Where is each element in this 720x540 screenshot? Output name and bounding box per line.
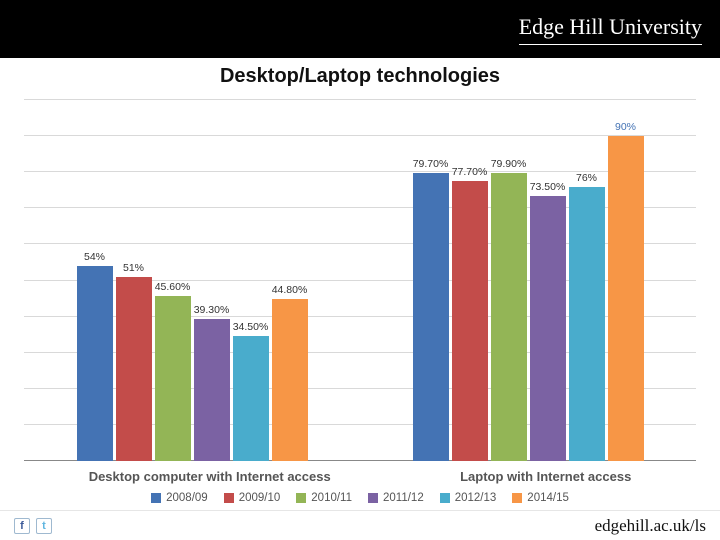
legend-swatch xyxy=(368,493,378,503)
bar xyxy=(530,196,566,461)
slide-root: Edge Hill University Desktop/Laptop tech… xyxy=(0,0,720,540)
legend-item: 2014/15 xyxy=(512,492,569,504)
bar-group: 54% 51% 45.60%39.30%34.50% 44.80% xyxy=(77,100,308,461)
legend-label: 2010/11 xyxy=(311,492,352,504)
bar xyxy=(452,181,488,461)
bar xyxy=(569,187,605,461)
bar-value-label: 51% xyxy=(123,262,144,274)
legend-swatch xyxy=(296,493,306,503)
brand-text: Edge Hill University xyxy=(519,14,702,45)
bar-wrap: 39.30% xyxy=(194,100,230,461)
legend-swatch xyxy=(151,493,161,503)
bar-value-label: 73.50% xyxy=(530,181,566,193)
legend-label: 2008/09 xyxy=(166,492,208,504)
bar-wrap: 51% xyxy=(116,100,152,461)
bar xyxy=(116,277,152,461)
bar-wrap: 90% xyxy=(608,100,644,461)
chart-area: 54% 51% 45.60%39.30%34.50% 44.80% 79.70%77.7… xyxy=(0,94,720,510)
chart-legend: 2008/09 2009/10 2010/11 2011/12 2012/13 2014/… xyxy=(24,492,696,510)
bar-wrap: 76% xyxy=(569,100,605,461)
legend-item: 2008/09 xyxy=(151,492,208,504)
bar xyxy=(233,336,269,461)
bar-value-label: 76% xyxy=(576,172,597,184)
bar-wrap: 79.90% xyxy=(491,100,527,461)
legend-label: 2009/10 xyxy=(239,492,281,504)
bar-value-label: 54% xyxy=(84,251,105,263)
bar xyxy=(194,319,230,461)
bar-group: 79.70%77.70%79.90%73.50% 76% 90% xyxy=(413,100,644,461)
bar xyxy=(491,173,527,461)
bar-value-label: 45.60% xyxy=(155,281,191,293)
bar-value-label: 79.70% xyxy=(413,158,449,170)
bar-value-label: 90% xyxy=(615,121,636,133)
bar xyxy=(77,266,113,461)
bar-value-label: 34.50% xyxy=(233,321,269,333)
chart-plot: 54% 51% 45.60%39.30%34.50% 44.80% 79.70%77.7… xyxy=(24,100,696,461)
social-icons: f t xyxy=(14,518,52,534)
legend-label: 2012/13 xyxy=(455,492,497,504)
bar-wrap: 34.50% xyxy=(233,100,269,461)
slide-title: Desktop/Laptop technologies xyxy=(0,58,720,94)
legend-swatch xyxy=(224,493,234,503)
legend-swatch xyxy=(512,493,522,503)
bar-value-label: 77.70% xyxy=(452,166,488,178)
bar-wrap: 54% xyxy=(77,100,113,461)
legend-label: 2011/12 xyxy=(383,492,424,504)
bar-value-label: 79.90% xyxy=(491,158,527,170)
legend-item: 2009/10 xyxy=(224,492,281,504)
bar-value-label: 39.30% xyxy=(194,304,230,316)
legend-item: 2010/11 xyxy=(296,492,352,504)
legend-label: 2014/15 xyxy=(527,492,569,504)
bar xyxy=(413,173,449,461)
bar xyxy=(608,136,644,461)
bar-wrap: 45.60% xyxy=(155,100,191,461)
footer-bar: f t edgehill.ac.uk/ls xyxy=(0,510,720,540)
category-label: Desktop computer with Internet access xyxy=(89,469,331,484)
category-labels-row: Desktop computer with Internet access Lap… xyxy=(24,469,696,484)
bar-wrap: 79.70% xyxy=(413,100,449,461)
header-bar: Edge Hill University xyxy=(0,0,720,58)
legend-item: 2012/13 xyxy=(440,492,497,504)
bar xyxy=(155,296,191,461)
bar xyxy=(272,299,308,461)
bar-wrap: 73.50% xyxy=(530,100,566,461)
bar-value-label: 44.80% xyxy=(272,284,308,296)
legend-item: 2011/12 xyxy=(368,492,424,504)
bar-wrap: 77.70% xyxy=(452,100,488,461)
footer-url: edgehill.ac.uk/ls xyxy=(595,516,706,536)
legend-swatch xyxy=(440,493,450,503)
facebook-icon[interactable]: f xyxy=(14,518,30,534)
twitter-icon[interactable]: t xyxy=(36,518,52,534)
bar-wrap: 44.80% xyxy=(272,100,308,461)
category-label: Laptop with Internet access xyxy=(460,469,631,484)
